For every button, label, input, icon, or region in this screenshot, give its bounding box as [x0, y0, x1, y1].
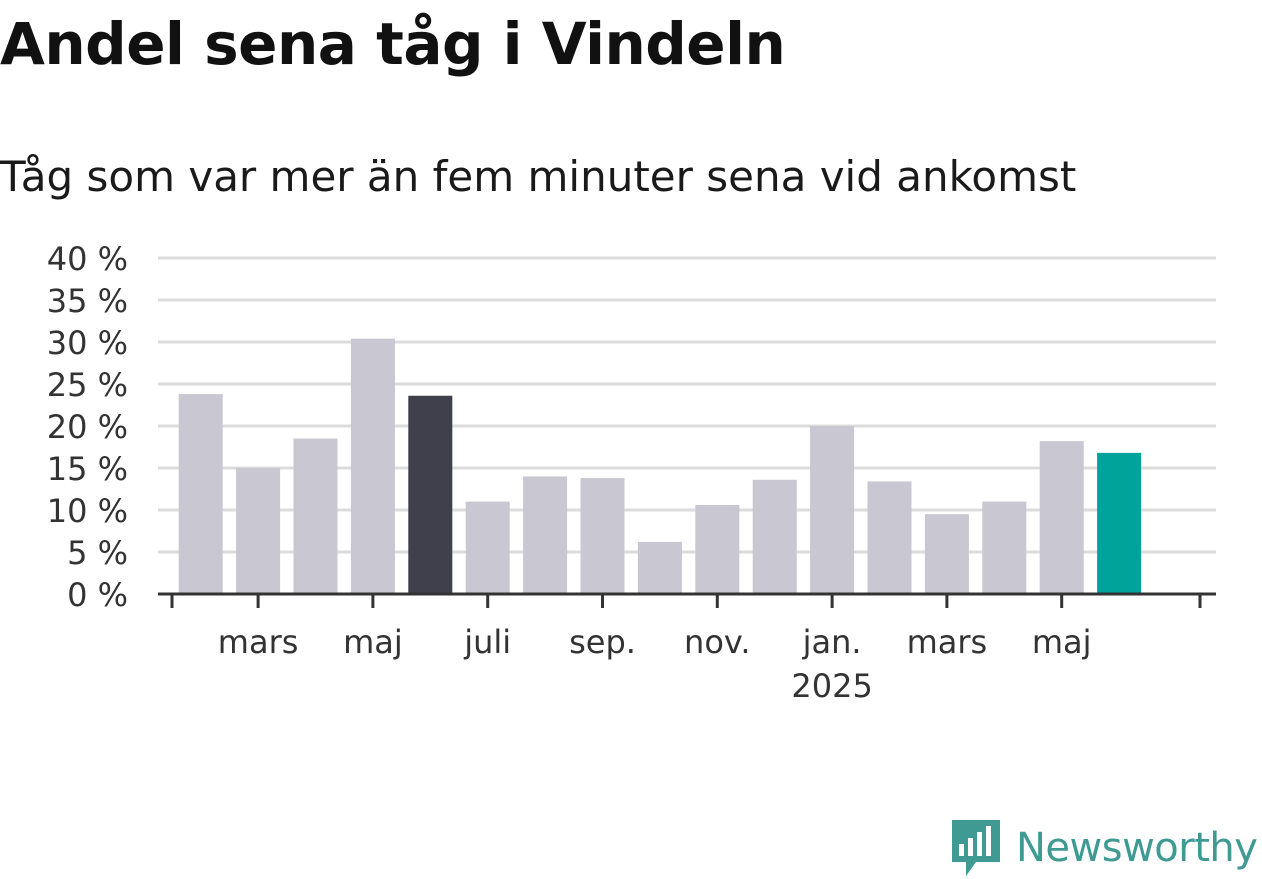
y-tick-label: 15 %: [47, 450, 128, 488]
bar-2025-05: [1039, 441, 1084, 594]
bars: [178, 338, 1142, 594]
newsworthy-brand: Newsworthy: [950, 818, 1258, 878]
y-tick-label: 35 %: [47, 282, 128, 320]
x-tick-year-label: 2025: [791, 667, 872, 705]
x-tick-label: sep.: [569, 623, 636, 661]
y-tick-label: 30 %: [47, 324, 128, 362]
x-tick-label: juli: [463, 623, 511, 661]
y-tick-label: 10 %: [47, 492, 128, 530]
bar-2025-04: [982, 501, 1027, 594]
x-tick-label: maj: [1032, 623, 1092, 661]
grid-lines: [158, 256, 1216, 554]
y-tick-label: 20 %: [47, 408, 128, 446]
bar-2024-08: [523, 476, 568, 594]
x-tick-label: mars: [218, 623, 299, 661]
bar-2025-06: [1097, 452, 1142, 594]
x-tick-label: nov.: [684, 623, 750, 661]
bar-2025-01: [810, 426, 855, 594]
bar-2025-03: [924, 514, 969, 594]
y-axis-tick-labels: 0 % 5 % 10 % 15 % 20 % 25 % 30 % 35 % 40 %: [47, 240, 128, 614]
bar-2024-06: [408, 395, 453, 594]
chart-subtitle: Tåg som var mer än fem minuter sena vid …: [0, 152, 1077, 201]
bar-2024-04: [293, 438, 338, 594]
brand-name: Newsworthy: [1016, 825, 1258, 871]
y-tick-label: 40 %: [47, 240, 128, 278]
y-tick-label: 5 %: [67, 534, 128, 572]
x-axis-tick-labels: mars maj juli sep. nov. jan. 2025 mars maj: [218, 623, 1092, 705]
bar-2024-02: [178, 394, 223, 594]
bar-2024-10: [637, 541, 682, 594]
bar-2024-12: [752, 479, 797, 594]
x-tick-label: jan.: [802, 623, 862, 661]
x-axis: [158, 592, 1216, 608]
x-tick-label: mars: [907, 623, 988, 661]
chart-title: Andel sena tåg i Vindeln: [0, 10, 786, 78]
bar-2024-05: [350, 338, 395, 594]
y-tick-label: 0 %: [67, 576, 128, 614]
bar-2024-03: [236, 468, 281, 594]
bar-2025-02: [867, 481, 912, 594]
bar-2024-09: [580, 478, 625, 594]
bar-2024-07: [465, 501, 510, 594]
bar-2024-11: [695, 504, 740, 594]
x-tick-label: maj: [343, 623, 403, 661]
y-tick-label: 25 %: [47, 366, 128, 404]
newsworthy-chart-logo-icon: [952, 820, 1000, 876]
